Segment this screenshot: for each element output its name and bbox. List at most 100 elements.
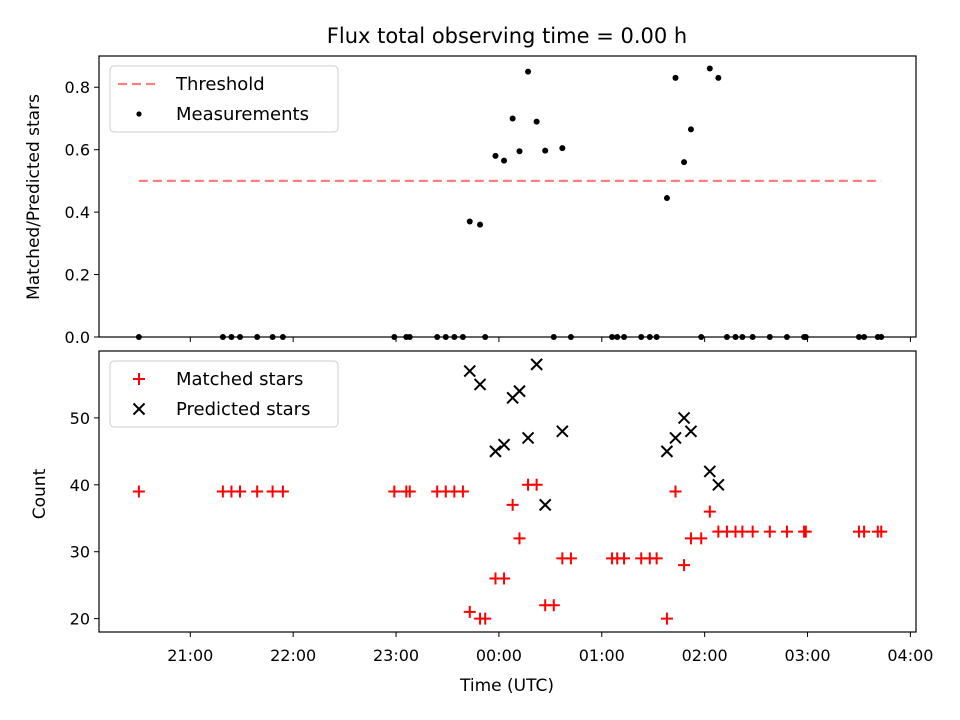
matched-star-point — [266, 485, 279, 498]
axes-frame — [98, 55, 917, 338]
panel-count: 20 30 40 50 21:00 22:00 23:00 00:00 01:00 02:00 03… — [70, 350, 933, 665]
matched-star-point — [875, 525, 888, 538]
measurement-point — [681, 159, 688, 166]
x-axis-label: Time (UTC) — [459, 676, 554, 696]
x-tick-label: 03:00 — [784, 646, 830, 665]
measurement-point — [706, 65, 713, 72]
x-tick-label: 22:00 — [270, 646, 316, 665]
y-tick-label: 0.2 — [65, 266, 90, 285]
matched-star-point — [564, 552, 577, 565]
matched-star-point — [799, 525, 812, 538]
measurement-point — [559, 145, 566, 152]
matched-star-point — [684, 532, 697, 545]
y-tick-label: 50 — [70, 409, 90, 428]
measurement-point — [715, 74, 722, 81]
bottom-y-axis-label: Count — [30, 468, 50, 519]
matched-star-point — [660, 612, 673, 625]
matched-star-point — [858, 525, 871, 538]
matched-star-point — [763, 525, 776, 538]
predicted-star-point — [669, 431, 682, 445]
legend: Matched stars Predicted stars — [109, 360, 339, 428]
measurement-point — [509, 115, 516, 122]
predicted-star-point — [703, 465, 717, 478]
legend-box — [109, 360, 339, 428]
matched-star-point — [463, 605, 476, 618]
measurement-point — [542, 147, 549, 154]
predicted-star-point — [712, 478, 725, 492]
matched-star-point — [780, 525, 793, 538]
predicted-star-point — [530, 358, 543, 371]
x-tick-label: 01:00 — [579, 646, 625, 665]
predicted-star-point — [473, 378, 487, 391]
matched-star-point — [388, 485, 401, 498]
matched-star-point — [703, 505, 716, 518]
legend-box — [109, 65, 339, 133]
top-y-axis-label: Matched/Predicted stars — [24, 94, 44, 300]
axes-frame — [98, 350, 917, 633]
predicted-star-point — [497, 438, 511, 451]
predicted-star-point — [489, 445, 502, 458]
series-predicted-stars — [463, 358, 725, 512]
legend-label: Measurements — [176, 104, 309, 125]
legend-label: Matched stars — [176, 369, 303, 390]
matched-star-point — [678, 559, 691, 572]
predicted-star-point — [521, 431, 535, 445]
legend-label: Threshold — [175, 74, 265, 95]
y-tick-label: 0.4 — [65, 203, 90, 222]
matched-star-point — [695, 532, 708, 545]
chart-title: Flux total observing time = 0.00 h — [327, 24, 687, 48]
x-tick-label: 04:00 — [887, 646, 933, 665]
matched-star-point — [251, 485, 264, 498]
measurement-point — [466, 218, 473, 225]
y-tick-label: 0.6 — [65, 141, 90, 160]
matched-star-point — [498, 572, 511, 585]
matched-star-point — [669, 485, 682, 498]
matched-star-point — [650, 552, 663, 565]
y-tick-label: 20 — [70, 610, 90, 629]
matched-star-point — [506, 498, 519, 511]
matched-star-point — [513, 532, 526, 545]
matched-star-point — [530, 478, 543, 491]
matched-star-point — [132, 485, 145, 498]
legend-matched-swatch — [133, 373, 145, 385]
x-tick-label: 02:00 — [682, 646, 728, 665]
legend: Threshold Measurements — [109, 65, 339, 133]
measurement-point — [525, 68, 532, 75]
matched-star-point — [276, 485, 289, 498]
measurement-point — [492, 152, 499, 159]
plot-layer: 0.0 0.2 0.4 0.6 0.8 Threshold Measurements 20 30… — [65, 55, 933, 665]
matched-star-point — [547, 599, 560, 612]
matched-star-point — [479, 612, 492, 625]
x-tick-label: 00:00 — [476, 646, 522, 665]
legend-label: Predicted stars — [176, 399, 310, 420]
matched-star-point — [618, 552, 631, 565]
predicted-star-point — [556, 425, 569, 438]
x-tick-label: 23:00 — [373, 646, 419, 665]
predicted-star-point — [463, 364, 476, 378]
x-tick-label: 21:00 — [167, 646, 213, 665]
y-tick-label: 40 — [70, 476, 90, 495]
legend-predicted-swatch — [132, 402, 146, 416]
measurement-point — [672, 74, 679, 81]
predicted-star-point — [684, 425, 698, 438]
measurement-point — [477, 221, 484, 228]
matched-star-point — [403, 485, 416, 498]
predicted-star-point — [660, 445, 674, 458]
measurement-point — [687, 126, 694, 133]
panel-ratio: 0.0 0.2 0.4 0.6 0.8 Threshold Measurements — [65, 55, 917, 347]
y-tick-label: 0.8 — [65, 78, 90, 97]
measurement-point — [501, 157, 508, 164]
y-tick-label: 0.0 — [65, 328, 90, 347]
measurement-point — [663, 195, 670, 202]
matched-star-point — [746, 525, 759, 538]
predicted-star-point — [677, 411, 691, 425]
measurement-point — [533, 118, 540, 125]
measurement-point — [516, 148, 523, 155]
predicted-star-point — [538, 498, 552, 512]
predicted-star-point — [513, 384, 526, 398]
matched-star-point — [456, 485, 469, 498]
series-matched-stars — [132, 478, 888, 625]
matched-star-point — [234, 485, 247, 498]
y-tick-label: 30 — [70, 543, 90, 562]
